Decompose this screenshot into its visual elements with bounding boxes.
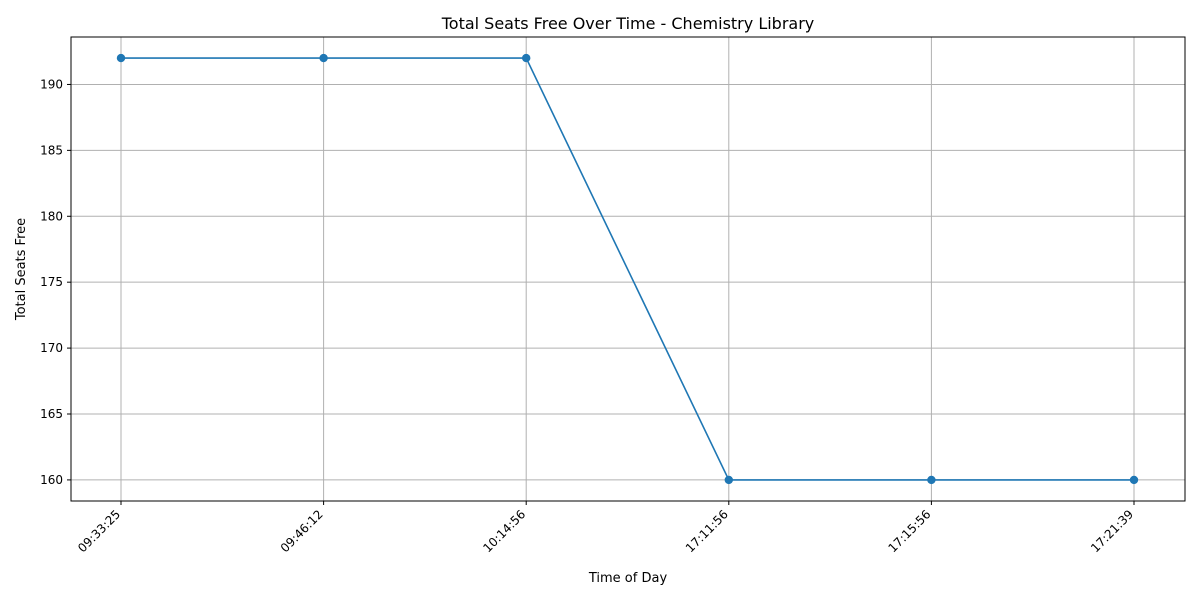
x-tick-label: 10:14:56 — [480, 507, 528, 555]
chart-title: Total Seats Free Over Time - Chemistry L… — [441, 14, 815, 33]
series-line-layer — [121, 57, 1134, 481]
series-markers — [116, 53, 1139, 485]
y-tick-label: 165 — [40, 407, 63, 421]
y-tick-label: 180 — [40, 209, 63, 223]
x-tick-label: 09:46:12 — [278, 507, 326, 555]
data-point — [319, 53, 328, 63]
data-point — [1129, 475, 1139, 485]
plot-frame — [70, 36, 1186, 502]
x-tick-label: 09:33:25 — [75, 507, 123, 555]
y-tick-label: 170 — [40, 341, 63, 355]
y-tick-label: 175 — [40, 275, 63, 289]
x-tick-label: 17:11:56 — [683, 507, 731, 555]
data-point — [116, 53, 126, 63]
x-tick-label: 17:15:56 — [886, 507, 934, 555]
y-tick-label: 185 — [40, 143, 63, 157]
axis-ticks: 160 165 170 175 180 185 190 09:33:25 09:46:12 10:… — [40, 77, 1136, 555]
grid — [71, 37, 1185, 501]
data-point — [927, 475, 936, 485]
x-tick-label: 17:21:39 — [1088, 507, 1136, 555]
data-point — [522, 53, 531, 63]
y-tick-label: 160 — [40, 473, 63, 487]
x-axis-label: Time of Day — [588, 571, 668, 586]
y-axis-label: Total Seats Free — [14, 218, 29, 321]
series-line — [121, 57, 1134, 481]
data-point — [724, 475, 733, 485]
y-tick-label: 190 — [40, 77, 63, 91]
